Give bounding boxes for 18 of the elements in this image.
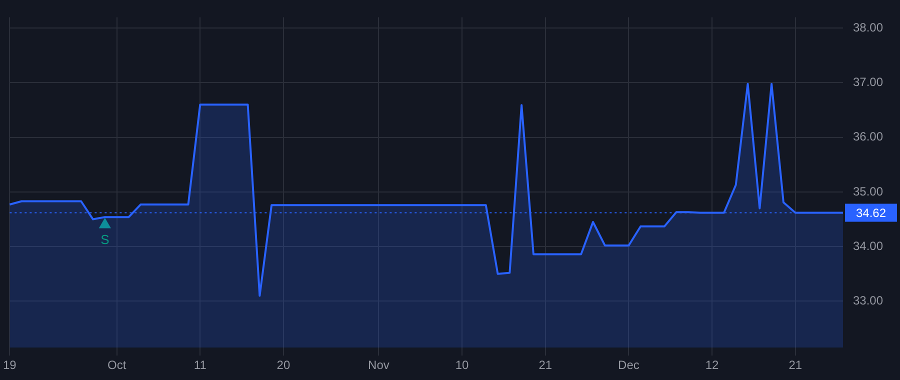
x-tick-label: Oct bbox=[107, 358, 127, 372]
ref-line-label: 34.62 bbox=[856, 206, 886, 220]
y-tick-label: 34.00 bbox=[853, 238, 884, 253]
data-label: S bbox=[100, 232, 110, 247]
y-tick-label: 38.00 bbox=[853, 20, 884, 34]
x-tick-label: 19 bbox=[2, 358, 17, 372]
y-tick-label: 36.00 bbox=[853, 130, 884, 144]
x-tick-label: 12 bbox=[705, 358, 720, 372]
x-tick-label: 21 bbox=[538, 358, 552, 372]
x-tick-label: 10 bbox=[455, 358, 470, 372]
x-tick-label: Nov bbox=[368, 358, 390, 372]
x-tick-label: 20 bbox=[276, 358, 290, 372]
y-tick-label: 33.00 bbox=[853, 293, 884, 308]
x-tick-label: 11 bbox=[194, 358, 207, 372]
y-tick-label: 37.00 bbox=[853, 75, 884, 90]
x-tick-label: 21 bbox=[788, 358, 802, 372]
y-tick-label: 35.00 bbox=[853, 184, 884, 198]
x-tick-label: Dec bbox=[618, 358, 640, 372]
